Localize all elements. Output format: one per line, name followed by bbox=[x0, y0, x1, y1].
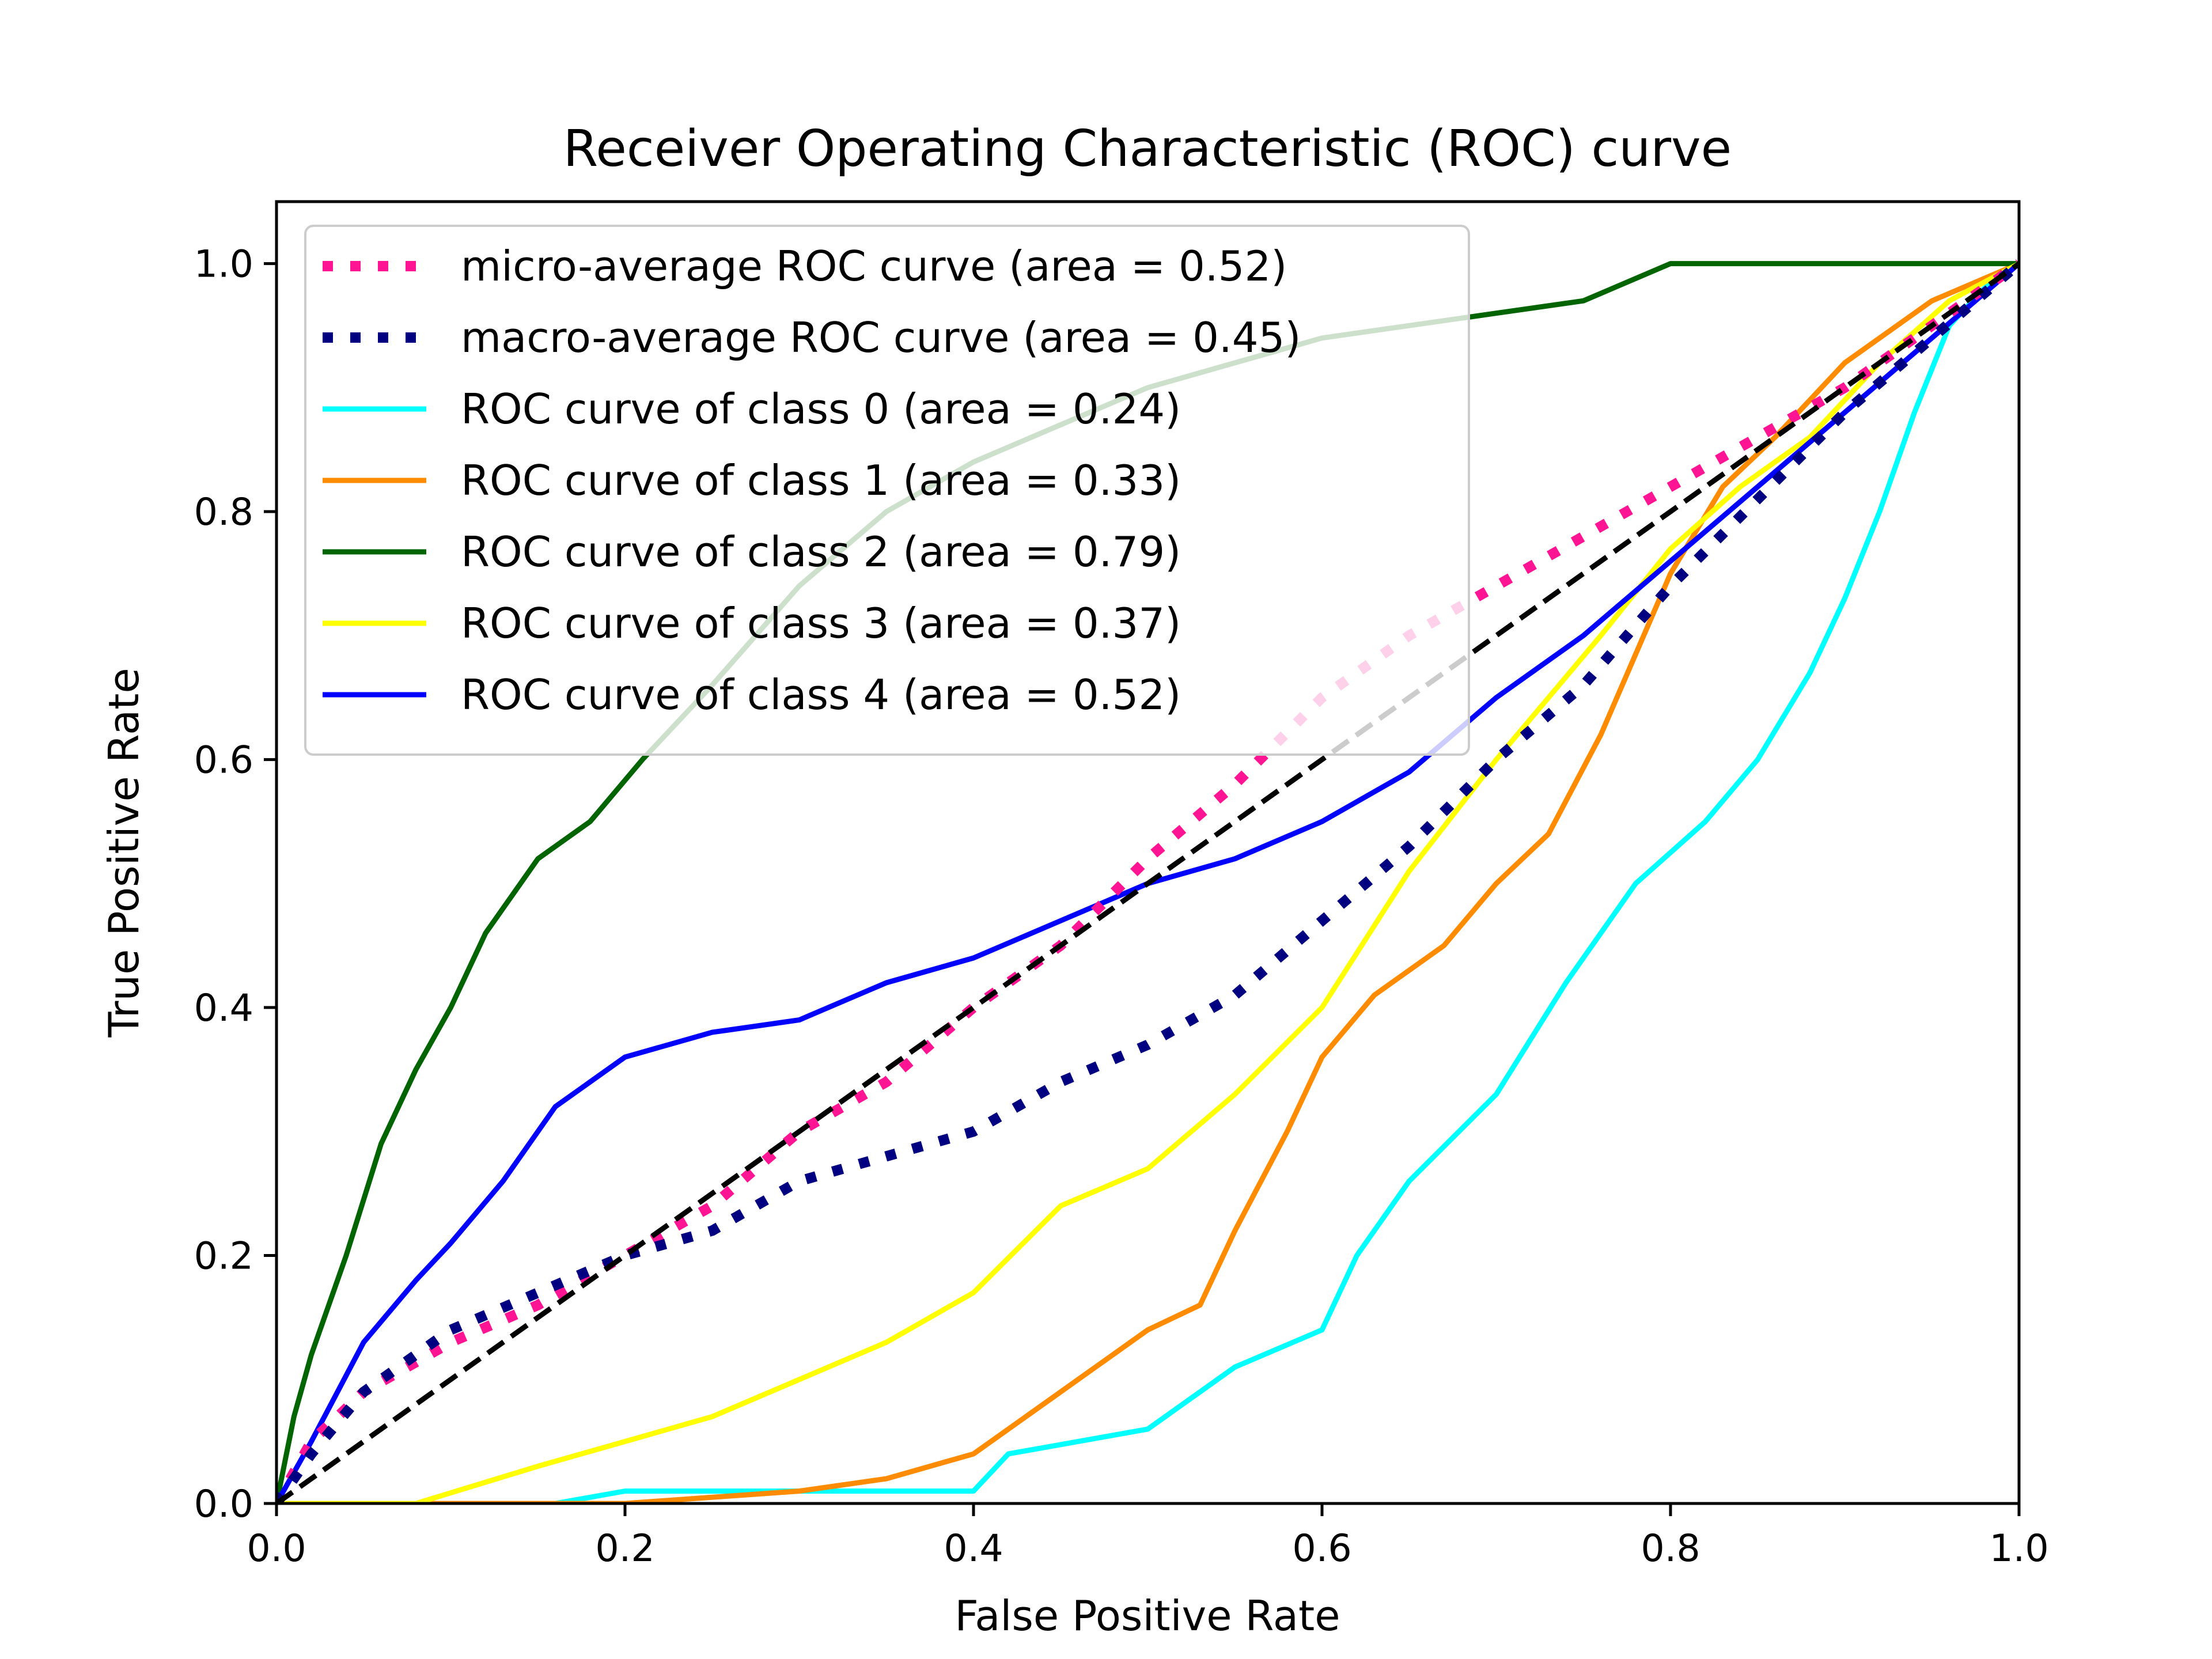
x-tick-label: 0.4 bbox=[944, 1527, 1003, 1570]
legend-label: ROC curve of class 3 (area = 0.37) bbox=[461, 599, 1181, 647]
legend-label: ROC curve of class 0 (area = 0.24) bbox=[461, 385, 1181, 433]
plot-frame bbox=[275, 200, 2021, 1505]
x-axis-label: False Positive Rate bbox=[955, 1592, 1340, 1640]
series-line-3 bbox=[276, 261, 2019, 1503]
legend-box bbox=[304, 225, 1470, 756]
x-tick-label: 0.2 bbox=[595, 1527, 654, 1570]
series-line-6 bbox=[276, 262, 2019, 1503]
legend-label: macro-average ROC curve (area = 0.45) bbox=[461, 313, 1301, 362]
series-line-5 bbox=[276, 261, 2019, 1503]
series-line-2 bbox=[276, 261, 2019, 1503]
legend-label: ROC curve of class 2 (area = 0.79) bbox=[461, 528, 1181, 576]
y-tick-label: 0.8 bbox=[194, 491, 253, 534]
y-axis-label: True Positive Rate bbox=[100, 668, 148, 1037]
x-tick-label: 0.6 bbox=[1292, 1527, 1351, 1570]
y-tick-label: 1.0 bbox=[194, 243, 253, 286]
x-tick-label: 1.0 bbox=[1989, 1527, 2048, 1570]
axes: 0.0 0.2 0.4 0.6 0.8 1.0 0.0 0.2 0.4 0.6 0.8 1.0 bbox=[194, 200, 2049, 1570]
legend-label: ROC curve of class 4 (area = 0.52) bbox=[461, 671, 1181, 719]
series-line-7 bbox=[276, 261, 2019, 1503]
y-tick-label: 0.6 bbox=[194, 739, 253, 782]
legend-label: ROC curve of class 1 (area = 0.33) bbox=[461, 456, 1181, 505]
legend-label: micro-average ROC curve (area = 0.52) bbox=[461, 242, 1287, 290]
legend: micro-average ROC curve (area = 0.52) mac… bbox=[304, 225, 1470, 756]
x-tick-label: 0.8 bbox=[1641, 1527, 1700, 1570]
y-tick-label: 0.4 bbox=[194, 987, 253, 1030]
x-tick-label: 0.0 bbox=[247, 1527, 306, 1570]
y-tick-label: 0.2 bbox=[194, 1235, 253, 1278]
y-tick-label: 0.0 bbox=[194, 1483, 253, 1526]
chart-title: Receiver Operating Characteristic (ROC) … bbox=[563, 119, 1732, 178]
